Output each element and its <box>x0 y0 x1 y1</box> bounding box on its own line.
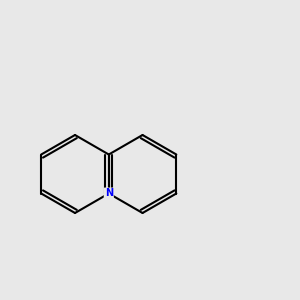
Text: N: N <box>105 188 113 199</box>
